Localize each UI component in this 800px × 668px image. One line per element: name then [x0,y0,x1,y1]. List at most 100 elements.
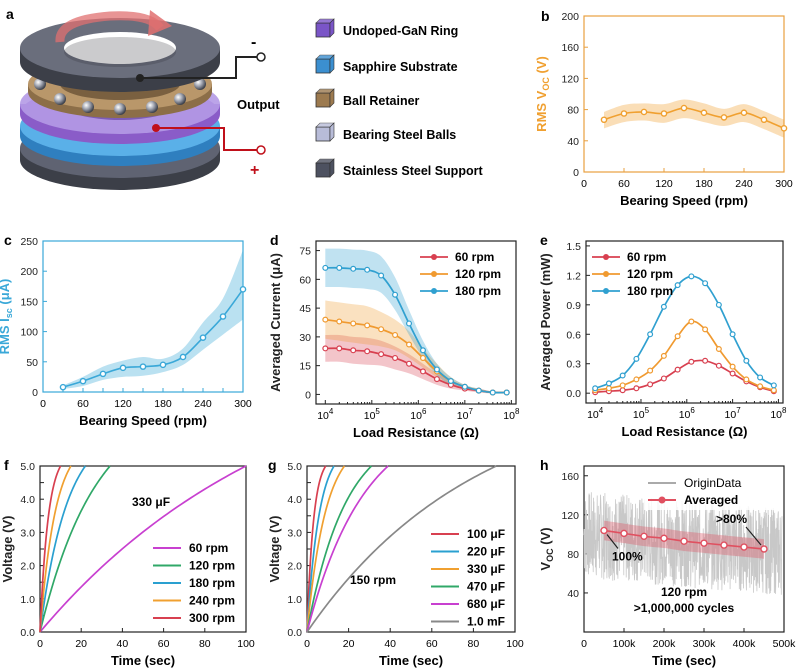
legend-swatch [315,92,331,108]
legend-label: OriginData [684,476,742,490]
x-tick-label: 108 [770,406,787,421]
legend-swatch [315,162,331,178]
y-tick-label: 80 [567,105,579,117]
legend-label: Ball Retainer [343,94,420,108]
legend-swatch-side [329,88,335,108]
x-tick-label: 106 [679,406,696,421]
y-tick-label: 2.0 [287,561,302,573]
y-tick-label: 1.0 [287,594,302,606]
data-point [79,377,87,385]
data-point [757,383,764,390]
y-tick-label: 0.0 [566,388,581,400]
x-tick-label: 240 [735,178,753,190]
y-tick-label: 250 [20,236,38,248]
charge-curve [39,465,87,633]
data-point [715,301,722,308]
x-tick-label: 108 [503,407,520,422]
y-axis-label: VOC (V) [538,527,555,570]
x-axis-label: Load Resistance (Ω) [621,424,747,439]
legend-label: Bearing Steel Balls [343,128,456,142]
data-point [729,370,736,377]
data-point [419,354,426,361]
averaged-point [620,529,628,538]
x-axis-label: Bearing Speed (rpm) [620,193,748,208]
legend-label: 1.0 mF [467,615,505,629]
y-axis-label: RMS VOC (V) [534,56,551,132]
y-tick-label: 15 [299,361,311,373]
legend-swatch-side [329,54,335,74]
y-tick-label: 160 [561,42,579,54]
x-axis-label: Bearing Speed (rpm) [79,413,207,428]
x-tick-label: 100 [237,638,255,650]
data-point [433,366,440,373]
y-tick-label: 0.6 [566,329,581,341]
data-point [406,320,413,327]
x-tick-label: 107 [725,406,742,421]
legend-marker [603,271,609,277]
x-tick-label: 100k [613,638,637,650]
x-tick-label: 60 [426,638,438,650]
charge-curve [39,465,111,633]
chart-b-rms-voltage: 0 60 120 180 240 300 0 40 80 120 160 200 Bearing Spe… [534,11,793,208]
data-point [350,265,357,272]
y-tick-label: 200 [20,266,38,278]
annotation-rpm: 120 rpm [661,585,707,599]
data-point [364,322,371,329]
y-tick-label: 5.0 [20,461,35,473]
plot-frame [583,15,785,173]
y-tick-label: 0.3 [566,359,581,371]
averaged-point [720,541,728,549]
data-point [760,116,768,124]
legend-label: 100 μF [467,527,505,541]
data-point [406,360,413,367]
legend-swatch [315,58,331,74]
data-point [378,326,385,333]
x-tick-label: 106 [410,407,427,422]
charge-curve [306,465,497,633]
data-point [350,320,357,327]
data-point [757,374,764,381]
data-point [702,326,709,333]
panel-label-f: f [4,457,9,473]
data-point [322,316,329,323]
data-point [729,331,736,338]
legend-label: Undoped-GaN Ring [343,24,458,38]
data-point [660,110,668,117]
data-point [605,380,612,387]
plus-sign: + [250,162,259,179]
y-tick-label: 5.0 [287,461,302,473]
x-tick-label: 120 [655,178,673,190]
data-point [378,272,385,279]
error-band [63,250,243,389]
error-band [325,300,507,394]
data-point [770,387,777,394]
averaged-point [740,543,748,551]
x-tick-label: 300k [693,638,717,650]
x-tick-label: 60 [158,638,170,650]
x-tick-label: 20 [75,638,87,650]
data-point [729,363,736,370]
charge-curve [306,465,335,633]
minus-sign: - [251,34,256,51]
x-tick-label: 105 [633,406,650,421]
y-tick-label: 40 [567,136,579,148]
x-axis-label: Time (sec) [652,653,716,668]
series-line [62,288,244,388]
data-point [702,280,709,287]
data-point [743,376,750,383]
x-tick-label: 500k [773,638,797,650]
chart-annotation: 330 μF [132,495,170,509]
data-point [633,376,640,383]
y-tick-label: 2.0 [20,561,35,573]
x-tick-label: 400k [733,638,757,650]
legend-label: 470 μF [467,580,505,594]
plot-frame [585,240,784,404]
error-band [325,248,507,394]
charge-curve [306,465,373,633]
y-tick-label: 0 [305,389,311,401]
legend-swatch-side [329,158,335,178]
x-tick-label: 300 [775,178,793,190]
x-tick-label: 120 [114,398,132,410]
charge-curve [306,465,327,633]
data-point [350,347,357,354]
